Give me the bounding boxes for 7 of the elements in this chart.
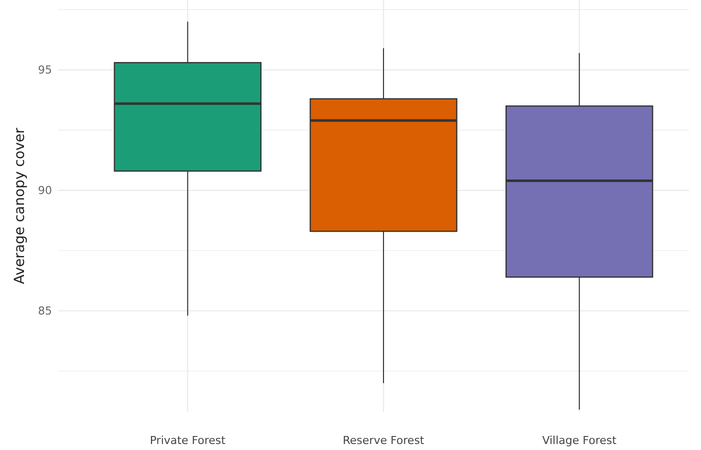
x-tick-label: Village Forest [542, 434, 618, 447]
y-tick-label: 90 [38, 184, 52, 198]
x-tick-label: Reserve Forest [342, 434, 425, 447]
x-tick-label: Private Forest [150, 434, 226, 447]
y-axis-title: Average canopy cover [12, 128, 28, 284]
y-tick-label: 95 [38, 64, 52, 77]
y-tick-label: 85 [38, 304, 52, 318]
